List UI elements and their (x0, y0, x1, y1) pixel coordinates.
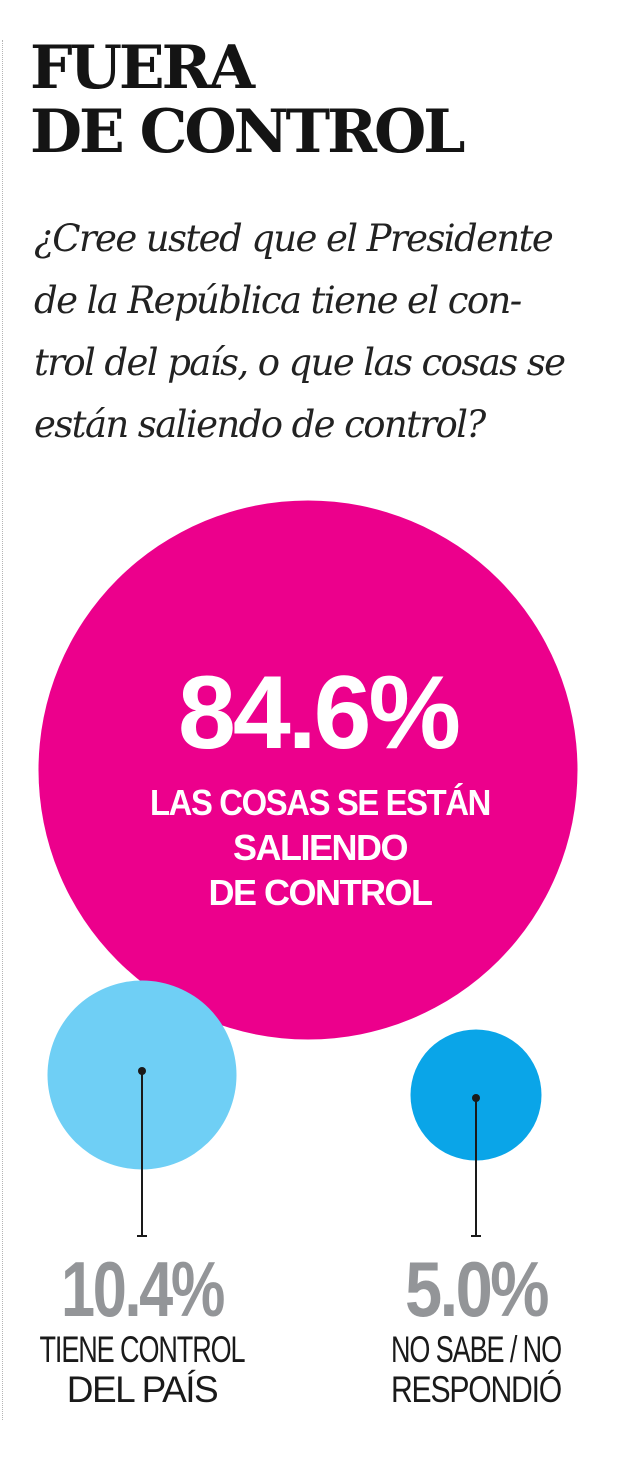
category-label-no-answer-2: RESPONDIÓ (391, 1369, 562, 1410)
question-line-2: de la República tiene el con- (34, 279, 522, 322)
value-label-control: 10.4% (61, 1245, 224, 1333)
question-line-3: trol del país, o que las cosas se (34, 341, 566, 384)
category-label-control-1: TIENE CONTROL (40, 1329, 246, 1370)
question-line-1: ¿Cree usted que el Presidente (34, 217, 554, 260)
title-line-2: DE CONTROL (30, 97, 465, 167)
left-dotted-rule (2, 40, 3, 1420)
question-line-4: están saliendo de control? (34, 403, 486, 446)
title-line-1: FUERA (30, 33, 255, 103)
survey-question: ¿Cree usted que el Presidente de la Repú… (34, 208, 624, 456)
category-label-main-1: LAS COSAS SE ESTÁN (150, 782, 490, 823)
page-title: FUERA DE CONTROL (30, 36, 630, 164)
category-label-control-2: DEL PAÍS (67, 1369, 217, 1410)
category-label-main-3: DE CONTROL (209, 872, 433, 913)
category-label-no-answer-1: NO SABE / NO (391, 1329, 562, 1370)
category-label-main-2: SALIENDO (233, 827, 408, 868)
bubble-main (38, 500, 578, 1040)
value-label-no-answer: 5.0% (405, 1245, 548, 1333)
value-label-main: 84.6% (178, 655, 458, 771)
